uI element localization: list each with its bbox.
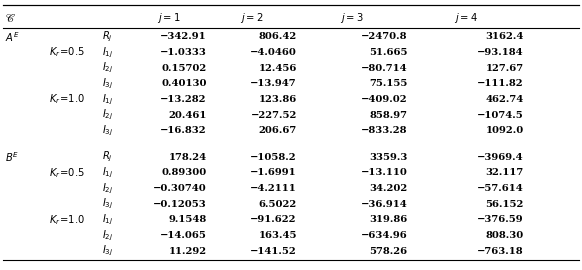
Text: 3359.3: 3359.3 xyxy=(369,153,407,162)
Text: $I_{2j}$: $I_{2j}$ xyxy=(102,181,113,196)
Text: $I_{1j}$: $I_{1j}$ xyxy=(102,92,113,107)
Text: $K_r\!=\!0.5$: $K_r\!=\!0.5$ xyxy=(49,166,86,180)
Text: −36.914: −36.914 xyxy=(361,200,407,209)
Text: −376.59: −376.59 xyxy=(477,215,524,224)
Text: $R_j$: $R_j$ xyxy=(102,29,113,44)
Text: −409.02: −409.02 xyxy=(361,95,407,104)
Text: $I_{3j}$: $I_{3j}$ xyxy=(102,197,113,211)
Text: −763.18: −763.18 xyxy=(477,247,524,256)
Text: 319.86: 319.86 xyxy=(369,215,407,224)
Text: 9.1548: 9.1548 xyxy=(168,215,207,224)
Text: −93.184: −93.184 xyxy=(477,48,524,57)
Text: −141.52: −141.52 xyxy=(250,247,297,256)
Text: 6.5022: 6.5022 xyxy=(258,200,297,209)
Text: −1058.2: −1058.2 xyxy=(250,153,297,162)
Text: $A^E$: $A^E$ xyxy=(5,30,19,44)
Text: 858.97: 858.97 xyxy=(370,110,407,120)
Text: −342.91: −342.91 xyxy=(160,32,207,41)
Text: $I_{1j}$: $I_{1j}$ xyxy=(102,166,113,180)
Text: −634.96: −634.96 xyxy=(361,231,407,240)
Text: 806.42: 806.42 xyxy=(258,32,297,41)
Text: −4.0460: −4.0460 xyxy=(250,48,297,57)
Text: 56.152: 56.152 xyxy=(485,200,524,209)
Text: −2470.8: −2470.8 xyxy=(361,32,407,41)
Text: 11.292: 11.292 xyxy=(168,247,207,256)
Text: −80.714: −80.714 xyxy=(361,63,407,73)
Text: −4.2111: −4.2111 xyxy=(250,184,297,193)
Text: 51.665: 51.665 xyxy=(369,48,407,57)
Text: −0.30740: −0.30740 xyxy=(153,184,207,193)
Text: $j=4$: $j=4$ xyxy=(453,11,478,25)
Text: 206.67: 206.67 xyxy=(258,126,297,135)
Text: $I_{3j}$: $I_{3j}$ xyxy=(102,244,113,258)
Text: 32.117: 32.117 xyxy=(485,168,524,177)
Text: −111.82: −111.82 xyxy=(477,79,524,88)
Text: 808.30: 808.30 xyxy=(485,231,524,240)
Text: $I_{1j}$: $I_{1j}$ xyxy=(102,45,113,60)
Text: $R_j$: $R_j$ xyxy=(102,150,113,164)
Text: −227.52: −227.52 xyxy=(250,110,297,120)
Text: $j=1$: $j=1$ xyxy=(157,11,180,25)
Text: $j=2$: $j=2$ xyxy=(240,11,264,25)
Text: $K_r\!=\!1.0$: $K_r\!=\!1.0$ xyxy=(49,213,86,227)
Text: $I_{3j}$: $I_{3j}$ xyxy=(102,123,113,138)
Text: $\mathscr{C}$: $\mathscr{C}$ xyxy=(5,12,16,24)
Text: $K_r\!=\!0.5$: $K_r\!=\!0.5$ xyxy=(49,45,86,59)
Text: $B^E$: $B^E$ xyxy=(5,150,19,164)
Text: −13.947: −13.947 xyxy=(250,79,297,88)
Text: −13.110: −13.110 xyxy=(360,168,407,177)
Text: −91.622: −91.622 xyxy=(250,215,297,224)
Text: $I_{2j}$: $I_{2j}$ xyxy=(102,228,113,243)
Text: −14.065: −14.065 xyxy=(159,231,207,240)
Text: −57.614: −57.614 xyxy=(477,184,524,193)
Text: −13.282: −13.282 xyxy=(160,95,207,104)
Text: 34.202: 34.202 xyxy=(369,184,407,193)
Text: −1.0333: −1.0333 xyxy=(159,48,207,57)
Text: 163.45: 163.45 xyxy=(258,231,297,240)
Text: 127.67: 127.67 xyxy=(485,63,524,73)
Text: 0.89300: 0.89300 xyxy=(161,168,207,177)
Text: $I_{2j}$: $I_{2j}$ xyxy=(102,108,113,122)
Text: $I_{2j}$: $I_{2j}$ xyxy=(102,61,113,75)
Text: 462.74: 462.74 xyxy=(485,95,524,104)
Text: 0.40130: 0.40130 xyxy=(161,79,207,88)
Text: 3162.4: 3162.4 xyxy=(485,32,524,41)
Text: $I_{3j}$: $I_{3j}$ xyxy=(102,76,113,91)
Text: $j=3$: $j=3$ xyxy=(340,11,364,25)
Text: 75.155: 75.155 xyxy=(369,79,407,88)
Text: −0.12053: −0.12053 xyxy=(153,200,207,209)
Text: −1074.5: −1074.5 xyxy=(477,110,524,120)
Text: 178.24: 178.24 xyxy=(168,153,207,162)
Text: −16.832: −16.832 xyxy=(160,126,207,135)
Text: 0.15702: 0.15702 xyxy=(161,63,207,73)
Text: $K_r\!=\!1.0$: $K_r\!=\!1.0$ xyxy=(49,92,86,106)
Text: 12.456: 12.456 xyxy=(258,63,297,73)
Text: 578.26: 578.26 xyxy=(369,247,407,256)
Text: $I_{1j}$: $I_{1j}$ xyxy=(102,212,113,227)
Text: 20.461: 20.461 xyxy=(168,110,207,120)
Text: 1092.0: 1092.0 xyxy=(485,126,524,135)
Text: −3969.4: −3969.4 xyxy=(477,153,524,162)
Text: −833.28: −833.28 xyxy=(361,126,407,135)
Text: 123.86: 123.86 xyxy=(258,95,297,104)
Text: −1.6991: −1.6991 xyxy=(250,168,297,177)
